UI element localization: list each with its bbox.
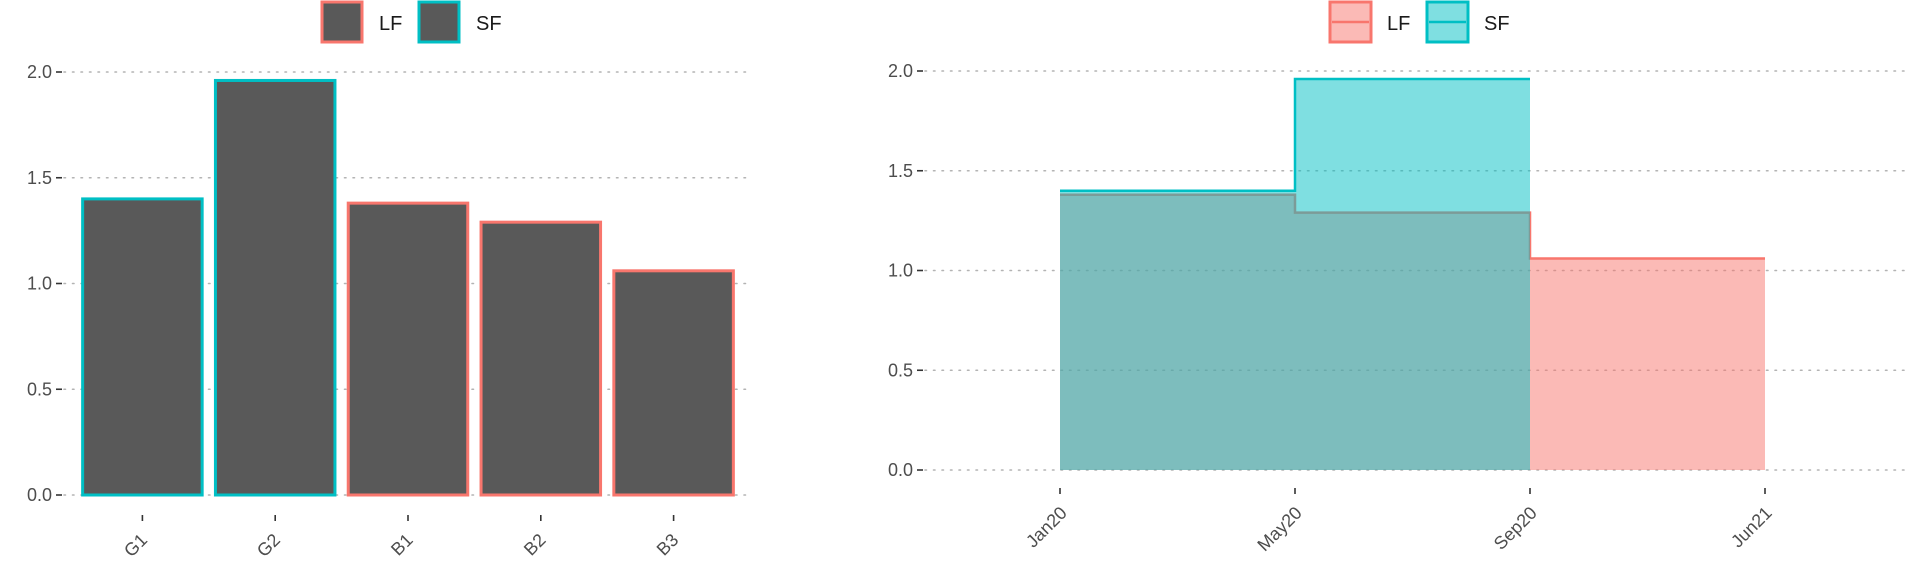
x-tick-label: B1 bbox=[387, 530, 417, 560]
x-tick-label: G2 bbox=[253, 530, 284, 561]
y-tick-label: 2.0 bbox=[888, 61, 913, 81]
bar-g1 bbox=[81, 197, 204, 497]
y-tick-label: 0.0 bbox=[27, 485, 52, 505]
legend-label-sf: SF bbox=[476, 13, 502, 35]
legend-label-sf: SF bbox=[1484, 13, 1510, 35]
legend-label-lf: LF bbox=[1387, 13, 1410, 35]
y-tick-label: 1.5 bbox=[27, 168, 52, 188]
legend-key-sf bbox=[417, 0, 461, 44]
legend-label-lf: LF bbox=[379, 13, 402, 35]
legend-key-lf bbox=[320, 0, 364, 44]
area-sf bbox=[1060, 78, 1530, 470]
x-tick-label: Sep20 bbox=[1490, 503, 1541, 554]
line-sf bbox=[1060, 77, 1530, 192]
y-tick-label: 1.0 bbox=[888, 261, 913, 281]
bar-b1 bbox=[346, 201, 470, 497]
y-tick-label: 1.0 bbox=[27, 274, 52, 294]
bar-g2 bbox=[213, 78, 337, 497]
x-tick-label: Jun21 bbox=[1727, 503, 1776, 552]
x-tick-label: Jan20 bbox=[1022, 503, 1071, 552]
x-tick-label: May20 bbox=[1253, 503, 1305, 555]
y-tick-label: 2.0 bbox=[27, 62, 52, 82]
bar-chart-panel: LF SF 0.0 0.5 1.0 1.5 2.0 G1 G2 B1 B2 B3 bbox=[27, 0, 753, 561]
step-area-chart-panel: LF SF 0.0 0.5 1.0 1.5 2.0 Jan20 May20 Sep20 Jun21 bbox=[888, 0, 1906, 555]
bar-b2 bbox=[479, 220, 603, 497]
x-tick-label: G1 bbox=[120, 530, 151, 561]
y-tick-label: 0.5 bbox=[27, 379, 52, 399]
legend: LF SF bbox=[1328, 0, 1510, 44]
legend: LF SF bbox=[320, 0, 502, 44]
y-tick-label: 0.0 bbox=[888, 460, 913, 480]
y-tick-label: 0.5 bbox=[888, 360, 913, 380]
x-tick-label: B2 bbox=[520, 530, 550, 560]
x-tick-label: B3 bbox=[653, 530, 683, 560]
bar-b3 bbox=[612, 269, 735, 497]
y-tick-label: 1.5 bbox=[888, 161, 913, 181]
